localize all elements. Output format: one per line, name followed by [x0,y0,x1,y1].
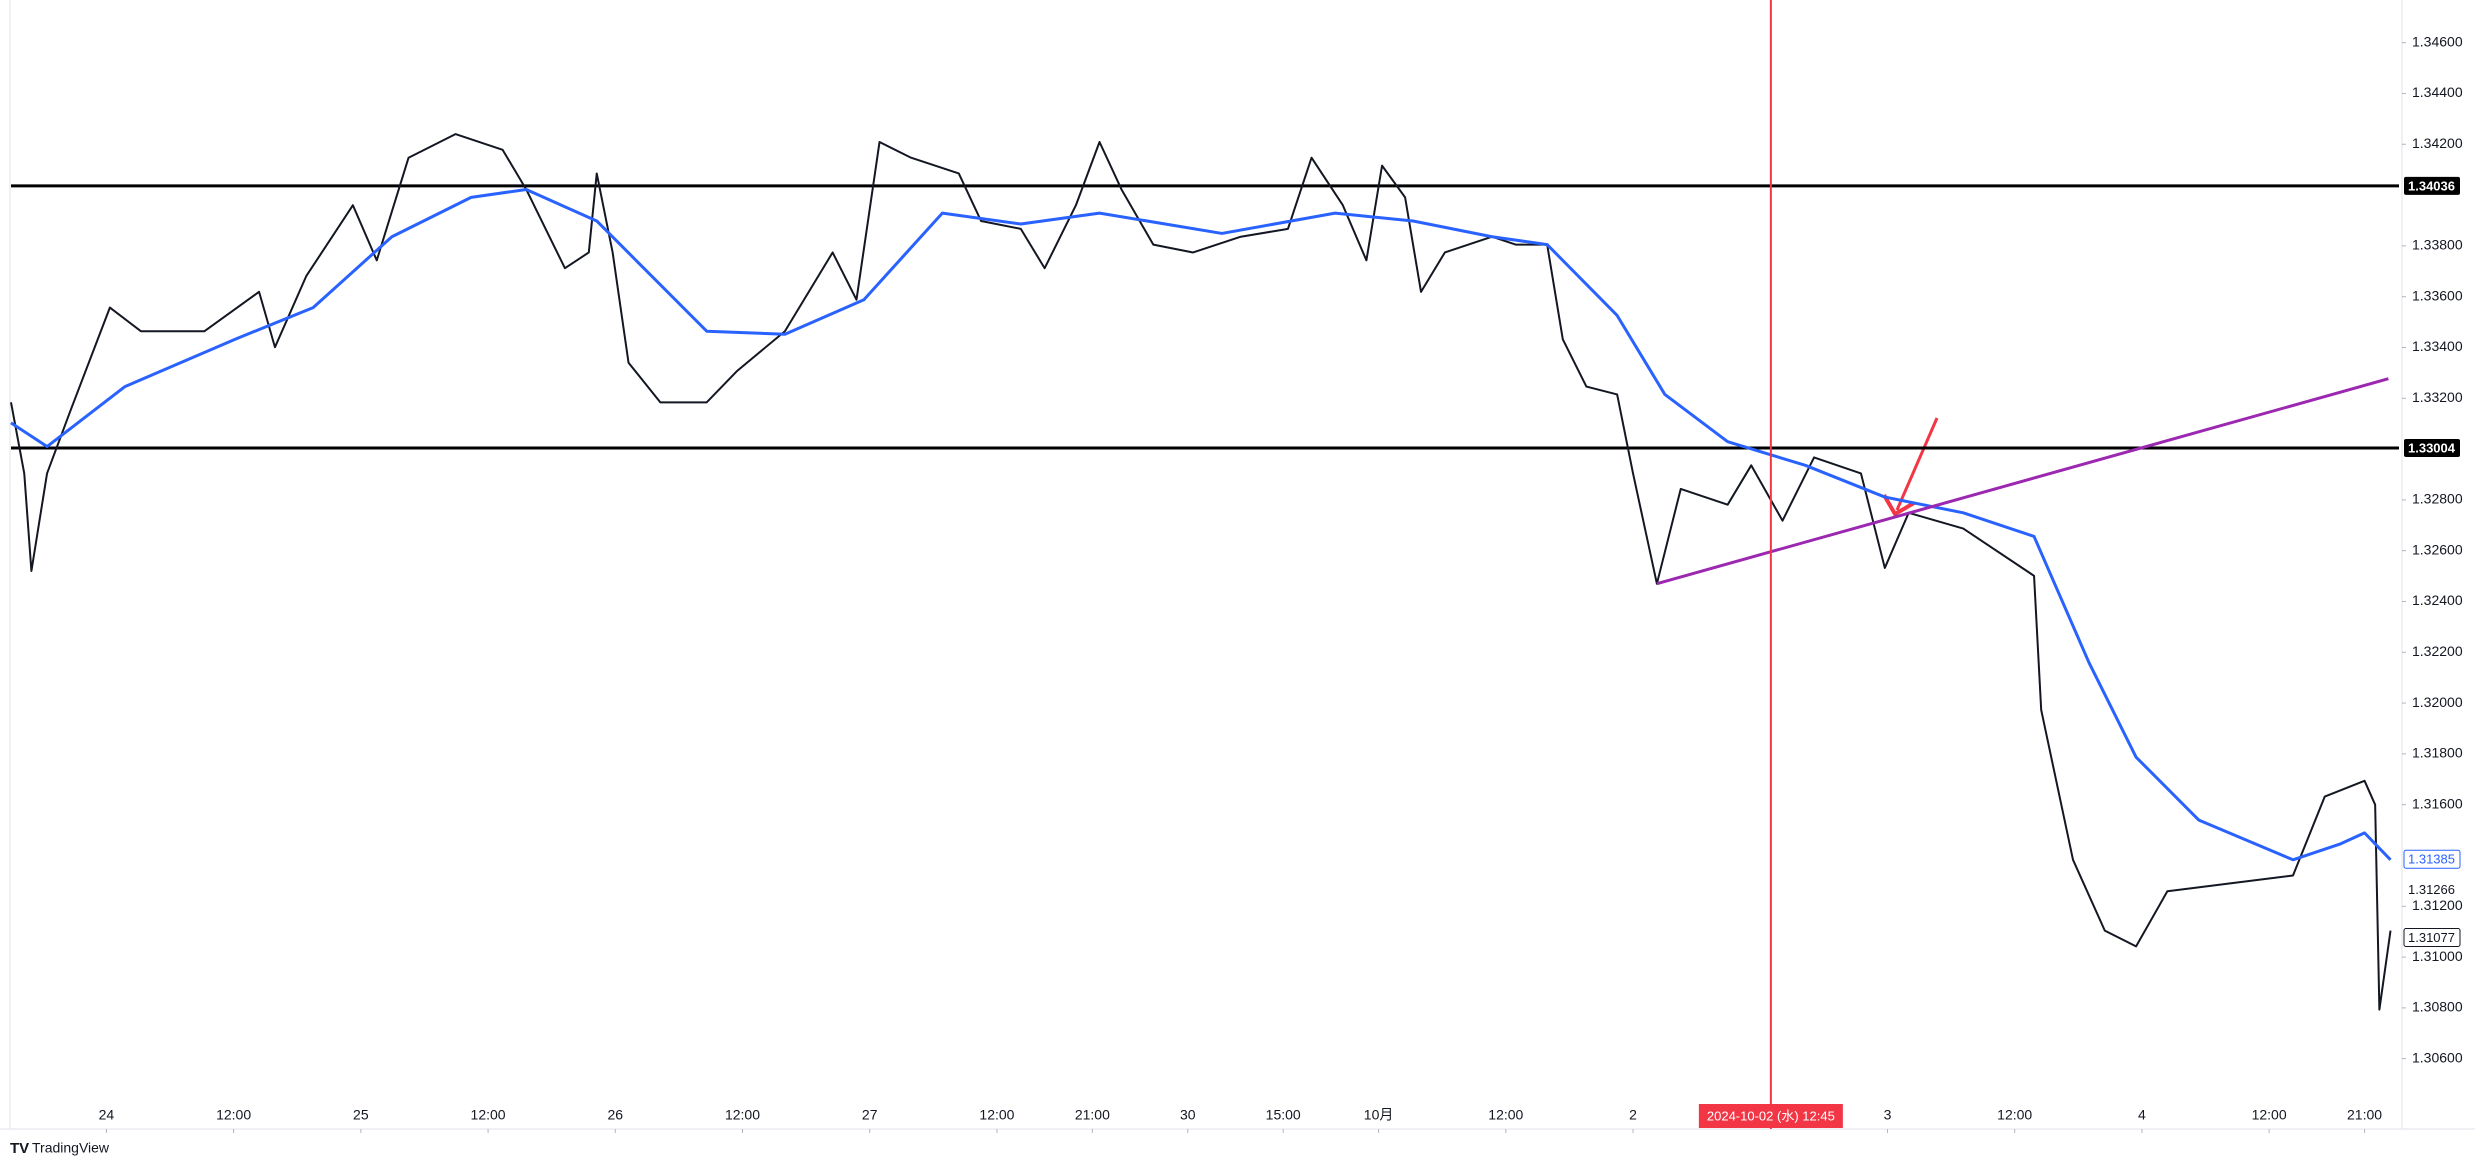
x-tick-label: 27 [862,1107,878,1123]
x-tick-label: 12:00 [471,1107,506,1123]
arrow-annotation [1882,417,1939,517]
y-tick-label: 1.34400 [2412,84,2463,100]
x-tick-label: 25 [353,1107,369,1123]
level-label-box [2404,439,2460,458]
x-tick-label: 12:00 [1997,1107,2032,1123]
price-label: 1.31385 [2408,852,2455,867]
y-tick-label: 1.32200 [2412,643,2463,659]
y-tick-label: 1.31000 [2412,948,2463,964]
x-tick-label: 12:00 [725,1107,760,1123]
y-tick-label: 1.32000 [2412,694,2463,710]
cursor-label: 2024-10-02 (水) 12:45 [1707,1108,1835,1123]
y-tick-label: 1.30800 [2412,999,2463,1015]
y-tick-label: 1.33200 [2412,389,2463,405]
y-tick-label: 1.32800 [2412,491,2463,507]
y-tick-label: 1.31600 [2412,795,2463,811]
brand-name: TradingView [32,1140,110,1156]
x-tick-label: 24 [99,1107,115,1123]
price-label-box [2403,928,2461,948]
x-tick-label: 10月 [1364,1107,1394,1123]
x-tick-label: 2 [1629,1107,1637,1123]
level-label: 1.33004 [2408,440,2456,455]
price-label-box [2403,849,2461,869]
price-label: 1.31077 [2408,930,2455,945]
x-tick-label: 3 [1884,1107,1892,1123]
y-tick-label: 1.32400 [2412,592,2463,608]
y-tick-label: 1.33600 [2412,287,2463,303]
cursor-label-box [1698,1104,1843,1128]
price-line [10,133,2392,1011]
price-label: 1.31266 [2408,882,2455,897]
x-tick-label: 12:00 [979,1107,1014,1123]
brand: TV TradingView [10,1140,110,1157]
moving-average [10,187,2392,862]
x-tick-label: 12:00 [216,1107,251,1123]
x-tick-label: 21:00 [2347,1107,2382,1123]
logo: TV [10,1140,29,1157]
y-tick-label: 1.31800 [2412,745,2463,761]
level-label-box [2404,176,2460,195]
y-tick-label: 1.31200 [2412,897,2463,913]
y-tick-label: 1.33800 [2412,237,2463,253]
x-tick-label: 21:00 [1075,1107,1110,1123]
y-tick-label: 1.34600 [2412,33,2463,49]
x-tick-label: 12:00 [1488,1107,1523,1123]
y-tick-label: 1.32600 [2412,541,2463,557]
y-tick-label: 1.30600 [2412,1049,2463,1065]
level-label: 1.34036 [2408,178,2455,193]
trendline [1656,377,2389,586]
x-tick-label: 26 [607,1107,623,1123]
x-tick-label: 15:00 [1266,1107,1301,1123]
x-tick-label: 30 [1180,1107,1196,1123]
x-tick-label: 4 [2138,1107,2146,1123]
y-tick-label: 1.34200 [2412,135,2463,151]
x-tick-label: 12:00 [2252,1107,2287,1123]
y-tick-label: 1.33400 [2412,338,2463,354]
